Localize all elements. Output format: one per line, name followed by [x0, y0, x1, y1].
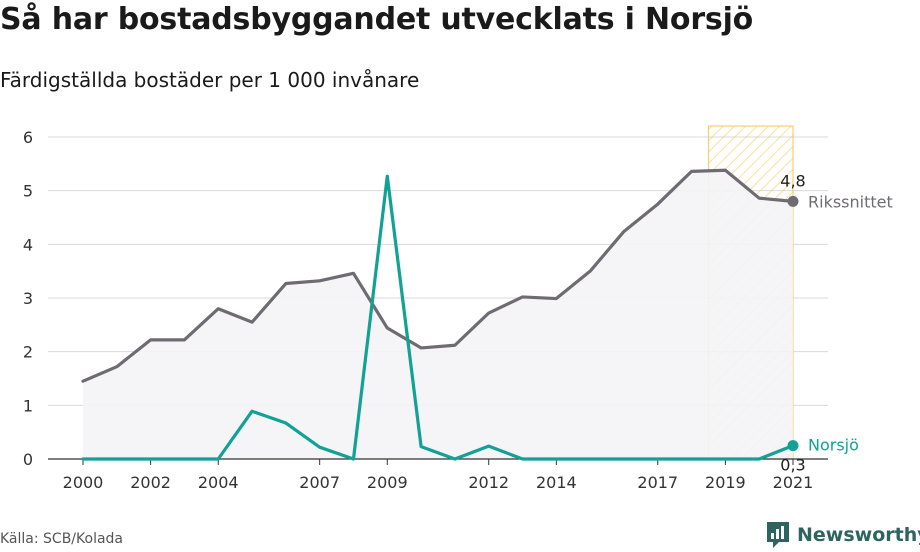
newsworthy-logo-icon: [767, 522, 789, 548]
x-tick-label: 2000: [63, 473, 104, 492]
y-tick-label: 3: [23, 289, 33, 308]
riket-end-value: 4,8: [780, 171, 805, 190]
source-note: Källa: SCB/Kolada: [0, 531, 124, 547]
x-tick-label: 2021: [773, 473, 814, 492]
x-tick-label: 2019: [705, 473, 746, 492]
x-tick-label: 2009: [367, 473, 408, 492]
brand-logo: Newsworthy: [765, 520, 920, 550]
y-tick-label: 4: [23, 235, 33, 254]
x-tick-label: 2004: [198, 473, 239, 492]
chart-subtitle: Färdigställda bostäder per 1 000 invånar…: [0, 68, 420, 92]
series-line-norsjo: [81, 174, 795, 461]
x-tick-label: 2007: [299, 473, 340, 492]
x-tick-label: 2014: [536, 473, 577, 492]
x-tick-label: 2002: [130, 473, 171, 492]
chart-title: Så har bostadsbyggandet utvecklats i Nor…: [0, 2, 754, 37]
x-tick-label: 2012: [468, 473, 509, 492]
riket-series-label: Rikssnittet: [808, 192, 893, 211]
norsjo-series-label: Norsjö: [808, 436, 859, 455]
brand-name: Newsworthy: [797, 524, 920, 546]
x-tick-label: 2017: [637, 473, 678, 492]
y-tick-label: 1: [23, 396, 33, 415]
riket-end-point: [787, 195, 799, 207]
riket-area: [83, 170, 793, 460]
series-line-riket: [81, 168, 795, 383]
norsjo-end-value: 0,3: [780, 456, 805, 475]
y-tick-label: 2: [23, 343, 33, 362]
y-tick-label: 6: [23, 128, 33, 147]
y-tick-label: 0: [23, 450, 33, 469]
norsjo-end-point: [787, 440, 799, 452]
y-tick-label: 5: [23, 182, 33, 201]
